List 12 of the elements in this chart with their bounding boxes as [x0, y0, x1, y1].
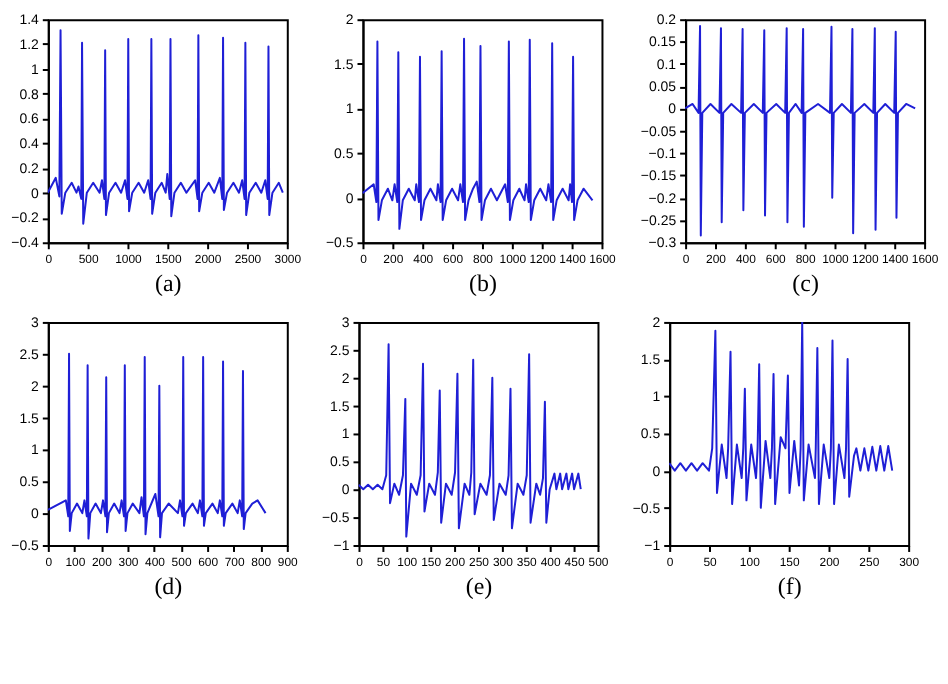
line-series	[669, 321, 894, 509]
x-axis-title: (a)	[155, 269, 182, 298]
line-series	[47, 352, 267, 540]
line-series	[362, 37, 594, 230]
x-axis-title: (f)	[777, 571, 802, 600]
x-axis-title: (b)	[469, 269, 497, 298]
x-axis-title: (e)	[465, 571, 493, 600]
line-series	[47, 29, 284, 225]
x-axis-title: (d)	[154, 571, 183, 600]
x-axis-title: (c)	[792, 269, 819, 298]
line-series	[685, 24, 917, 237]
line-series	[358, 343, 582, 538]
